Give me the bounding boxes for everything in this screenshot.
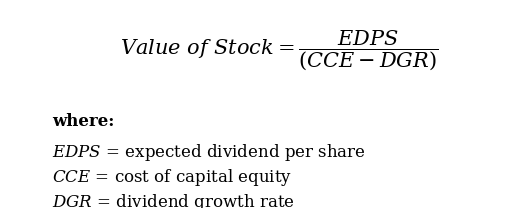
Text: where:: where:: [52, 113, 114, 130]
Text: $\mathit{CCE}$ = cost of capital equity: $\mathit{CCE}$ = cost of capital equity: [52, 167, 292, 188]
Text: $\mathit{EDPS}$ = expected dividend per share: $\mathit{EDPS}$ = expected dividend per …: [52, 142, 366, 163]
Text: $\mathit{DGR}$ = dividend growth rate: $\mathit{DGR}$ = dividend growth rate: [52, 192, 295, 208]
Text: $\mathit{Value\ of\ Stock} = \dfrac{\mathit{EDPS}}{(\mathit{CCE}-\mathit{DGR})}$: $\mathit{Value\ of\ Stock} = \dfrac{\mat…: [121, 28, 439, 72]
